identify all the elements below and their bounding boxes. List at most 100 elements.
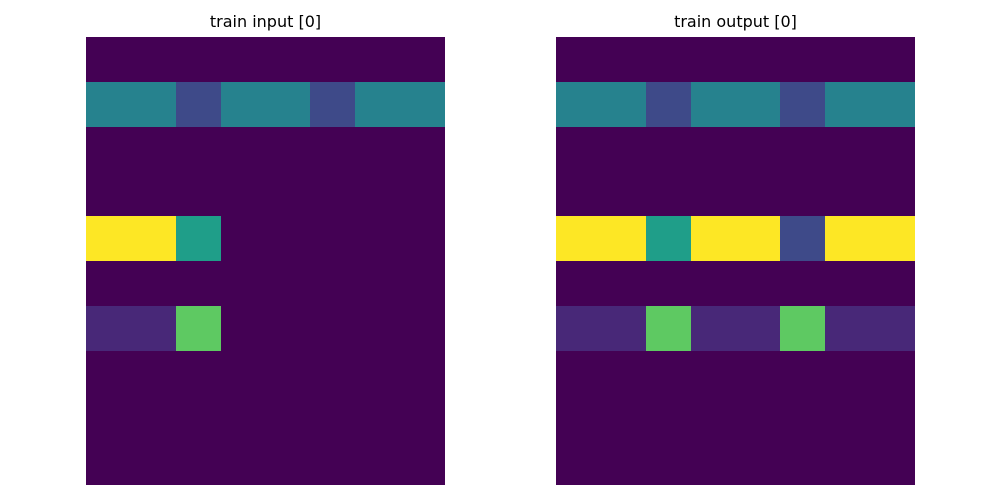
heatmap-cell xyxy=(400,351,445,395)
heatmap-cell xyxy=(870,395,915,440)
heatmap-cell xyxy=(176,440,221,485)
heatmap-cell xyxy=(870,306,915,351)
heatmap-cell xyxy=(310,440,355,485)
heatmap-cell xyxy=(131,440,176,485)
heatmap-cell xyxy=(780,395,825,440)
heatmap-cell xyxy=(86,171,131,216)
heatmap-cell xyxy=(310,351,355,395)
heatmap-cell xyxy=(176,351,221,395)
heatmap-cell xyxy=(176,37,221,82)
heatmap-cell xyxy=(825,127,870,171)
heatmap-cell xyxy=(221,127,266,171)
heatmap-cell xyxy=(86,216,131,261)
heatmap-cell xyxy=(131,351,176,395)
heatmap-cell xyxy=(870,440,915,485)
heatmap-cell xyxy=(601,261,646,306)
heatmap-cell xyxy=(825,440,870,485)
heatmap-cell xyxy=(556,351,601,395)
heatmap-cell xyxy=(691,127,736,171)
heatmap-cell xyxy=(601,171,646,216)
heatmap-cell xyxy=(355,37,400,82)
heatmap-cell xyxy=(780,216,825,261)
heatmap-cell xyxy=(355,440,400,485)
heatmap-cell xyxy=(176,216,221,261)
heatmap-cell xyxy=(691,306,736,351)
heatmap-cell xyxy=(556,440,601,485)
heatmap-cell xyxy=(646,261,691,306)
heatmap-cell xyxy=(825,216,870,261)
heatmap-cell xyxy=(355,395,400,440)
heatmap-cell xyxy=(400,261,445,306)
heatmap-cell xyxy=(601,351,646,395)
heatmap-cell xyxy=(310,306,355,351)
chart-title-input: train input [0] xyxy=(209,12,322,31)
heatmap-cell xyxy=(266,37,310,82)
heatmap-cell xyxy=(355,216,400,261)
heatmap-cell xyxy=(870,216,915,261)
heatmap-cell xyxy=(131,82,176,127)
heatmap-cell xyxy=(310,127,355,171)
heatmap-cell xyxy=(691,440,736,485)
heatmap-cell xyxy=(691,261,736,306)
heatmap-cell xyxy=(221,306,266,351)
heatmap-cell xyxy=(556,82,601,127)
heatmap-cell xyxy=(221,82,266,127)
heatmap-cell xyxy=(870,171,915,216)
heatmap-cell xyxy=(400,440,445,485)
heatmap-cell xyxy=(870,82,915,127)
heatmap-cell xyxy=(221,440,266,485)
heatmap-cell xyxy=(86,37,131,82)
chart-title-output: train output [0] xyxy=(674,12,797,31)
heatmap-cell xyxy=(646,82,691,127)
heatmap-cell xyxy=(556,127,601,171)
heatmap-cell xyxy=(691,82,736,127)
heatmap-cell xyxy=(646,171,691,216)
heatmap-cell xyxy=(825,37,870,82)
heatmap-cell xyxy=(266,216,310,261)
heatmap-cell xyxy=(646,306,691,351)
heatmap-cell xyxy=(601,37,646,82)
heatmap-cell xyxy=(176,306,221,351)
heatmap-cell xyxy=(870,261,915,306)
heatmap-cell xyxy=(176,261,221,306)
heatmap-cell xyxy=(86,306,131,351)
heatmap-cell xyxy=(400,171,445,216)
heatmap-cell xyxy=(825,82,870,127)
heatmap-cell xyxy=(86,82,131,127)
heatmap-cell xyxy=(131,216,176,261)
heatmap-cell xyxy=(310,82,355,127)
heatmap-cell xyxy=(601,216,646,261)
heatmap-cell xyxy=(646,127,691,171)
heatmap-cell xyxy=(355,351,400,395)
heatmap-cell xyxy=(556,395,601,440)
heatmap-cell xyxy=(355,261,400,306)
heatmap-cell xyxy=(780,306,825,351)
heatmap-cell xyxy=(556,171,601,216)
heatmap-cell xyxy=(825,395,870,440)
heatmap-cell xyxy=(691,351,736,395)
heatmap-cell xyxy=(86,261,131,306)
heatmap-cell xyxy=(86,127,131,171)
heatmap-cell xyxy=(780,127,825,171)
heatmap-cell xyxy=(780,440,825,485)
train-input-panel: train input [0] xyxy=(86,0,445,500)
heatmap-cell xyxy=(176,127,221,171)
heatmap-cell xyxy=(310,261,355,306)
heatmap-cell xyxy=(825,261,870,306)
heatmap-cell xyxy=(870,37,915,82)
heatmap-cell xyxy=(736,440,780,485)
heatmap-cell xyxy=(736,216,780,261)
heatmap-cell xyxy=(780,351,825,395)
heatmap-cell xyxy=(601,82,646,127)
heatmap-cell xyxy=(780,37,825,82)
heatmap-cell xyxy=(310,37,355,82)
heatmap-cell xyxy=(266,261,310,306)
train-input-heatmap xyxy=(86,37,445,485)
heatmap-cell xyxy=(221,171,266,216)
heatmap-cell xyxy=(556,216,601,261)
heatmap-cell xyxy=(825,171,870,216)
heatmap-cell xyxy=(131,261,176,306)
heatmap-cell xyxy=(355,171,400,216)
train-output-heatmap xyxy=(556,37,915,485)
heatmap-cell xyxy=(221,395,266,440)
